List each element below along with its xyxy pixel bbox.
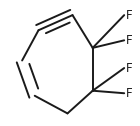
Text: F: F (125, 9, 132, 22)
Text: F: F (125, 87, 132, 100)
Text: F: F (125, 34, 132, 47)
Text: F: F (125, 61, 132, 75)
